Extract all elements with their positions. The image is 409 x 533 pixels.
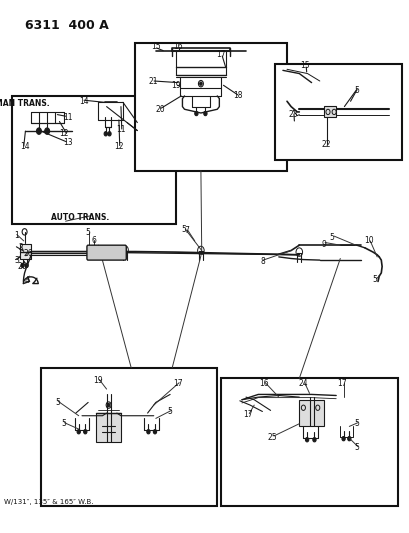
Text: 10: 10 <box>363 237 373 245</box>
Text: AUTO TRANS.: AUTO TRANS. <box>51 213 109 222</box>
Text: 17: 17 <box>216 51 226 59</box>
Text: 5: 5 <box>353 86 358 95</box>
Bar <box>41 368 217 506</box>
Text: 26: 26 <box>18 262 27 271</box>
Circle shape <box>199 82 202 85</box>
Circle shape <box>312 438 315 442</box>
Circle shape <box>21 263 24 268</box>
Text: 21: 21 <box>148 77 158 85</box>
Text: 19: 19 <box>171 81 181 90</box>
Text: 19: 19 <box>93 376 103 384</box>
Text: 5: 5 <box>329 233 334 241</box>
Text: 7: 7 <box>184 226 189 235</box>
Bar <box>135 43 286 171</box>
Text: 23: 23 <box>288 110 297 119</box>
Circle shape <box>341 437 344 441</box>
Text: 1: 1 <box>14 231 19 240</box>
Text: 16: 16 <box>173 43 183 51</box>
Text: 11: 11 <box>63 113 72 122</box>
Text: 18: 18 <box>232 92 242 100</box>
Text: 20: 20 <box>155 105 164 114</box>
Circle shape <box>108 132 111 136</box>
Circle shape <box>194 111 198 116</box>
Circle shape <box>107 403 110 407</box>
Text: 5: 5 <box>353 443 358 452</box>
Text: 26: 26 <box>23 249 33 258</box>
Text: 22: 22 <box>320 141 330 149</box>
Text: 3: 3 <box>14 256 19 264</box>
Text: 24: 24 <box>298 379 308 387</box>
Text: 13: 13 <box>63 138 72 147</box>
Circle shape <box>305 438 308 442</box>
Text: 5: 5 <box>55 398 60 407</box>
Text: 4: 4 <box>24 276 29 285</box>
Bar <box>20 244 31 259</box>
Text: MAN TRANS.: MAN TRANS. <box>0 100 50 108</box>
Text: 8: 8 <box>259 257 264 265</box>
FancyBboxPatch shape <box>87 245 126 260</box>
Bar <box>12 96 176 224</box>
Circle shape <box>146 430 150 434</box>
Text: 5: 5 <box>353 419 358 428</box>
Text: 16: 16 <box>259 379 269 387</box>
Text: 14: 14 <box>20 142 29 151</box>
Bar <box>299 400 323 426</box>
Text: 5: 5 <box>372 276 377 284</box>
Circle shape <box>83 430 87 434</box>
Text: 6311  400 A: 6311 400 A <box>25 19 108 31</box>
Text: 11: 11 <box>116 125 126 134</box>
Circle shape <box>104 132 107 136</box>
Text: 15: 15 <box>151 43 160 51</box>
Circle shape <box>347 437 350 441</box>
Circle shape <box>203 111 207 116</box>
Text: 25: 25 <box>267 433 277 441</box>
Text: 17: 17 <box>243 410 252 419</box>
Bar <box>221 378 397 506</box>
Bar <box>274 64 401 160</box>
Circle shape <box>45 128 49 134</box>
Bar <box>323 106 335 117</box>
Text: 6: 6 <box>92 237 97 245</box>
Text: 14: 14 <box>79 97 89 106</box>
Text: 17: 17 <box>337 379 346 387</box>
Text: 12: 12 <box>114 142 124 150</box>
Circle shape <box>153 430 156 434</box>
Text: 17: 17 <box>173 379 183 387</box>
Text: 5: 5 <box>61 419 66 428</box>
Text: W/131″, 135″ & 165″ W.B.: W/131″, 135″ & 165″ W.B. <box>4 499 94 505</box>
Text: 12: 12 <box>58 130 68 138</box>
Text: 2: 2 <box>18 244 23 252</box>
Bar <box>96 413 121 442</box>
Text: 15: 15 <box>300 61 310 70</box>
Circle shape <box>77 430 80 434</box>
Text: 9: 9 <box>321 240 326 248</box>
Circle shape <box>25 263 28 268</box>
Circle shape <box>36 128 41 134</box>
Text: 5: 5 <box>85 229 90 237</box>
Text: 5: 5 <box>181 225 186 233</box>
Text: 5: 5 <box>167 407 172 416</box>
